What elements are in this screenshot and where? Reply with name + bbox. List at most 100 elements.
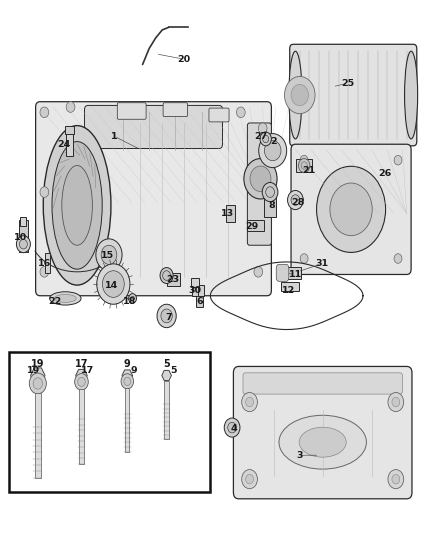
- Circle shape: [246, 397, 254, 407]
- Circle shape: [250, 166, 271, 191]
- Text: 12: 12: [282, 286, 296, 295]
- Text: 19: 19: [31, 359, 45, 369]
- Circle shape: [301, 162, 307, 169]
- FancyBboxPatch shape: [291, 144, 411, 274]
- FancyBboxPatch shape: [209, 108, 229, 122]
- Text: 9: 9: [124, 359, 131, 369]
- Text: 31: 31: [315, 260, 328, 268]
- Ellipse shape: [62, 165, 92, 245]
- Text: 13: 13: [221, 209, 234, 218]
- Text: 3: 3: [297, 451, 303, 460]
- Text: 16: 16: [38, 260, 51, 268]
- FancyBboxPatch shape: [276, 264, 289, 281]
- Text: 15: 15: [101, 252, 114, 260]
- Circle shape: [228, 422, 237, 433]
- Circle shape: [260, 132, 272, 146]
- Circle shape: [258, 123, 267, 134]
- FancyBboxPatch shape: [233, 367, 412, 499]
- Circle shape: [244, 159, 277, 199]
- Bar: [18, 220, 28, 252]
- Circle shape: [16, 236, 30, 253]
- Ellipse shape: [289, 51, 302, 139]
- Circle shape: [291, 84, 308, 106]
- Circle shape: [33, 378, 42, 389]
- Ellipse shape: [299, 427, 346, 457]
- Circle shape: [124, 377, 131, 385]
- Bar: [66, 130, 73, 156]
- Text: 28: 28: [291, 198, 304, 207]
- Circle shape: [394, 156, 402, 165]
- Circle shape: [254, 187, 263, 197]
- Text: 9: 9: [131, 366, 137, 375]
- Bar: [166, 273, 180, 286]
- Circle shape: [96, 239, 122, 271]
- Text: 19: 19: [27, 366, 40, 375]
- Circle shape: [40, 266, 49, 277]
- Text: 14: 14: [106, 280, 119, 289]
- Text: 18: 18: [123, 296, 136, 305]
- Bar: [125, 388, 130, 452]
- Text: 23: 23: [166, 275, 180, 284]
- Circle shape: [102, 271, 124, 297]
- Circle shape: [242, 392, 258, 411]
- Bar: [226, 205, 235, 222]
- Circle shape: [394, 254, 402, 263]
- Bar: [264, 193, 276, 217]
- Text: 25: 25: [341, 78, 354, 87]
- Circle shape: [160, 268, 173, 284]
- Text: 17: 17: [81, 366, 95, 375]
- Text: 17: 17: [75, 359, 88, 369]
- Circle shape: [40, 187, 49, 197]
- Bar: [35, 393, 41, 478]
- Circle shape: [131, 296, 134, 301]
- Bar: [282, 282, 299, 292]
- Text: 20: 20: [177, 55, 191, 63]
- Ellipse shape: [330, 183, 372, 236]
- Ellipse shape: [279, 415, 367, 469]
- Text: 24: 24: [57, 140, 71, 149]
- Bar: [65, 126, 74, 134]
- Circle shape: [237, 107, 245, 118]
- Circle shape: [262, 182, 278, 201]
- Bar: [191, 278, 199, 287]
- Text: 4: 4: [231, 424, 237, 433]
- Text: 7: 7: [166, 312, 172, 321]
- Circle shape: [40, 107, 49, 118]
- Circle shape: [291, 195, 300, 205]
- FancyBboxPatch shape: [290, 44, 417, 146]
- Circle shape: [300, 254, 308, 263]
- Text: 10: 10: [14, 233, 27, 242]
- Circle shape: [78, 377, 85, 386]
- Circle shape: [266, 187, 275, 197]
- Circle shape: [254, 266, 263, 277]
- Text: 29: 29: [245, 222, 258, 231]
- Text: 2: 2: [270, 137, 277, 146]
- Ellipse shape: [405, 51, 418, 139]
- Text: 1: 1: [111, 132, 117, 141]
- Text: 30: 30: [188, 286, 201, 295]
- Circle shape: [263, 135, 269, 143]
- FancyBboxPatch shape: [243, 373, 403, 394]
- Text: 11: 11: [289, 270, 302, 279]
- Text: 8: 8: [268, 201, 275, 210]
- Text: 26: 26: [378, 169, 392, 178]
- Circle shape: [224, 418, 240, 437]
- FancyBboxPatch shape: [85, 106, 223, 149]
- Text: 5: 5: [170, 366, 177, 375]
- Text: 22: 22: [49, 296, 62, 305]
- FancyBboxPatch shape: [163, 103, 187, 117]
- Circle shape: [246, 474, 254, 484]
- Circle shape: [298, 159, 310, 172]
- FancyBboxPatch shape: [247, 123, 272, 245]
- Text: 5: 5: [163, 359, 170, 369]
- Circle shape: [129, 294, 137, 303]
- Bar: [20, 216, 26, 226]
- Circle shape: [259, 134, 287, 167]
- Bar: [195, 285, 204, 296]
- Circle shape: [392, 397, 400, 407]
- Bar: [247, 220, 264, 231]
- Ellipse shape: [317, 166, 385, 253]
- Circle shape: [392, 474, 400, 484]
- FancyBboxPatch shape: [117, 103, 146, 119]
- Circle shape: [29, 373, 46, 394]
